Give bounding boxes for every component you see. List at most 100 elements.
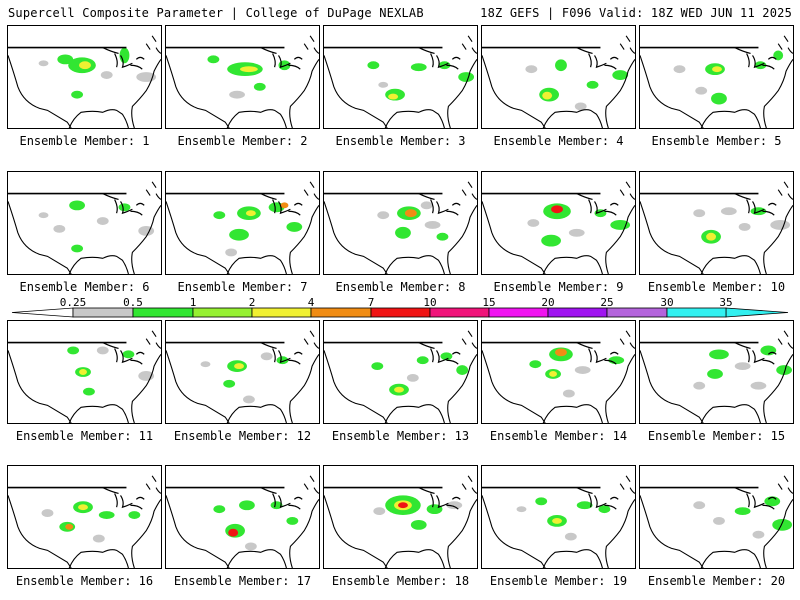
scp-contour (456, 365, 469, 375)
scp-contour (586, 80, 599, 89)
panel-label: Ensemble Member: 18 (331, 574, 470, 588)
basemap (640, 181, 793, 274)
panel-label: Ensemble Member: 14 (489, 429, 628, 443)
basemap (166, 35, 319, 128)
coastline-detail (303, 35, 319, 54)
scp-contour (223, 379, 236, 388)
colorbar-segment (488, 307, 549, 318)
scp-contour (773, 50, 784, 61)
scp-contour (410, 519, 427, 530)
basemap (166, 475, 319, 568)
scp-contour (394, 386, 404, 393)
great-lakes (734, 193, 777, 216)
scp-contour (709, 349, 729, 360)
panel-label: Ensemble Member: 7 (177, 280, 308, 294)
map-panel-member-18 (323, 465, 478, 569)
scp-contour (529, 360, 542, 369)
scp-contour (734, 362, 751, 371)
basemap (640, 475, 793, 568)
scp-contour (555, 348, 567, 357)
scp-contour (276, 356, 289, 365)
scp-contour (286, 517, 299, 525)
scp-contour (608, 356, 625, 365)
scp-contour (138, 371, 155, 381)
scp-contour (71, 244, 84, 253)
scp-contour (574, 102, 587, 111)
scp-contour (92, 534, 105, 543)
scp-contour (388, 93, 399, 100)
scp-contour (440, 352, 453, 361)
colorbar-tick-label: 25 (600, 298, 613, 309)
scp-contour (564, 532, 577, 541)
great-lakes (576, 47, 619, 70)
scp-contour (200, 361, 211, 368)
scp-contour (128, 511, 141, 519)
scp-contour (78, 504, 88, 511)
colorbar-tick-label: 20 (541, 298, 554, 309)
panel-label: Ensemble Member: 13 (331, 429, 470, 443)
coastline (324, 55, 477, 128)
scp-contour (118, 203, 131, 212)
scp-contour (416, 356, 429, 365)
scp-contour (772, 518, 793, 531)
scp-contour (373, 507, 386, 516)
scp-contour (574, 366, 591, 374)
panel-label: Ensemble Member: 15 (647, 429, 786, 443)
coastline (482, 495, 635, 568)
color-scale-legend: 0.25 0.5 1 2 4 7 10 15 20 25 30 35 (11, 298, 789, 318)
coastline (640, 201, 793, 274)
colorbar-segment (547, 307, 608, 318)
scp-contour (83, 387, 95, 396)
coastline (166, 350, 319, 423)
great-lakes (260, 342, 303, 365)
panel-label: Ensemble Member: 5 (651, 134, 782, 148)
great-lakes (734, 342, 777, 365)
basemap (8, 181, 161, 274)
map-panel-member-9 (481, 171, 636, 275)
scp-contour (213, 211, 226, 220)
panel-label: Ensemble Member: 9 (493, 280, 624, 294)
scp-contour (542, 91, 553, 100)
coastline-detail (777, 181, 793, 200)
panel-label: Ensemble Member: 12 (173, 429, 312, 443)
panel-label: Ensemble Member: 8 (335, 280, 466, 294)
great-lakes (260, 193, 303, 216)
scp-contour (122, 350, 135, 359)
map-panel-member-10 (639, 171, 794, 275)
colorbar-segment (72, 307, 134, 318)
coastline-detail (303, 475, 319, 494)
map-panel-member-2 (165, 25, 320, 129)
scp-contour (378, 81, 389, 88)
scp-contour (79, 61, 91, 70)
great-lakes (734, 487, 777, 510)
scp-contour (527, 219, 540, 227)
colorbar-tick-label: 0.25 (60, 298, 87, 309)
scp-contour (750, 381, 767, 390)
scp-contour (253, 82, 266, 91)
coastline (640, 350, 793, 423)
scp-contour (535, 497, 548, 506)
map-panel-member-15 (639, 320, 794, 424)
scp-contour (776, 365, 793, 375)
scp-contour (551, 205, 563, 214)
coastline (8, 495, 161, 568)
great-lakes (576, 487, 619, 510)
scp-contour (598, 505, 611, 514)
coastline-detail (777, 475, 793, 494)
scp-contour (260, 352, 273, 361)
coastline-detail (461, 35, 477, 54)
coastline-detail (461, 475, 477, 494)
coastline-detail (145, 475, 161, 494)
map-panel-member-16 (7, 465, 162, 569)
panel-label: Ensemble Member: 16 (15, 574, 154, 588)
scp-contour (100, 71, 113, 79)
map-panel-member-3 (323, 25, 478, 129)
coastline-detail (619, 330, 635, 349)
coastline-detail (619, 181, 635, 200)
scp-contour (555, 59, 567, 72)
scp-contour (738, 223, 751, 231)
scp-contour (404, 209, 417, 218)
scp-contour (711, 92, 727, 105)
scp-contour (96, 346, 109, 355)
basemap (482, 35, 635, 128)
